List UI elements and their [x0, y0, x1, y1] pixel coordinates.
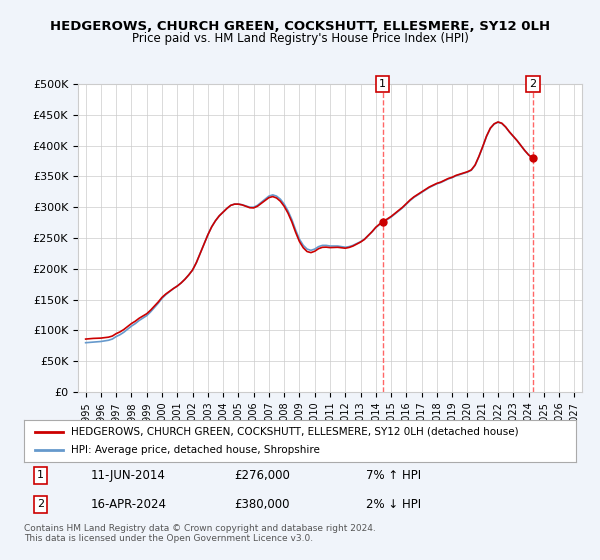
Text: 16-APR-2024: 16-APR-2024: [90, 498, 166, 511]
Text: HEDGEROWS, CHURCH GREEN, COCKSHUTT, ELLESMERE, SY12 0LH: HEDGEROWS, CHURCH GREEN, COCKSHUTT, ELLE…: [50, 20, 550, 32]
Text: 2% ↓ HPI: 2% ↓ HPI: [366, 498, 421, 511]
Text: HPI: Average price, detached house, Shropshire: HPI: Average price, detached house, Shro…: [71, 445, 320, 455]
Text: £276,000: £276,000: [234, 469, 290, 482]
Text: 2: 2: [529, 79, 536, 89]
Text: Contains HM Land Registry data © Crown copyright and database right 2024.
This d: Contains HM Land Registry data © Crown c…: [24, 524, 376, 543]
Text: 1: 1: [37, 470, 44, 480]
Text: Price paid vs. HM Land Registry's House Price Index (HPI): Price paid vs. HM Land Registry's House …: [131, 32, 469, 45]
Text: £380,000: £380,000: [234, 498, 289, 511]
Text: HEDGEROWS, CHURCH GREEN, COCKSHUTT, ELLESMERE, SY12 0LH (detached house): HEDGEROWS, CHURCH GREEN, COCKSHUTT, ELLE…: [71, 427, 518, 437]
Text: 7% ↑ HPI: 7% ↑ HPI: [366, 469, 421, 482]
Text: 2: 2: [37, 500, 44, 509]
Text: 1: 1: [379, 79, 386, 89]
Text: 11-JUN-2014: 11-JUN-2014: [90, 469, 165, 482]
